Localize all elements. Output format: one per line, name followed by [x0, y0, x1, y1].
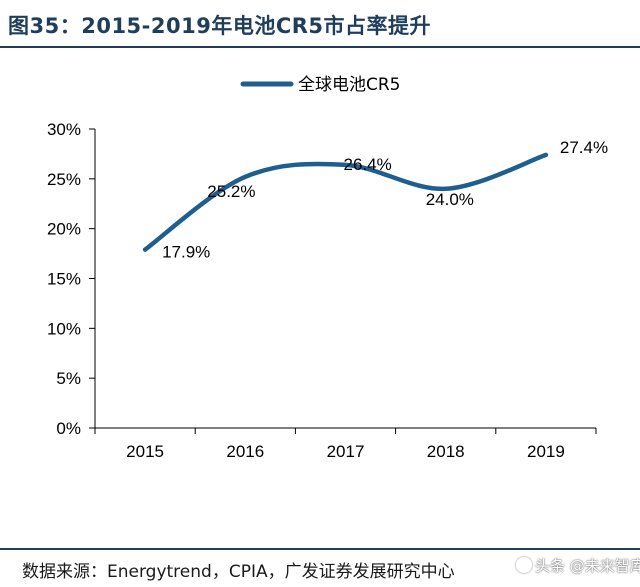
data-label: 25.2%	[207, 182, 255, 201]
watermark-icon	[516, 557, 532, 573]
x-tick-label: 2019	[527, 442, 565, 461]
footer-divider	[0, 548, 640, 550]
data-label: 17.9%	[162, 243, 210, 262]
y-tick-label: 15%	[47, 270, 81, 289]
chart-legend: 全球电池CR5	[240, 75, 401, 95]
x-tick-label: 2018	[427, 442, 465, 461]
legend-label: 全球电池CR5	[298, 75, 401, 95]
watermark: 头条 @未来智库	[516, 555, 640, 576]
y-tick-label: 5%	[56, 369, 81, 388]
data-labels: 17.9% 25.2% 26.4% 24.0% 27.4%	[162, 138, 608, 262]
y-axis: 0% 5% 10% 15% 20% 25% 30%	[47, 120, 96, 438]
line-chart: 全球电池CR5 0% 5% 10% 15% 20% 25% 30% 2015 2016 2017…	[47, 75, 608, 461]
title-divider	[0, 46, 640, 48]
x-tick-label: 2015	[126, 442, 164, 461]
watermark-text: 头条 @未来智库	[535, 557, 640, 575]
data-label: 24.0%	[426, 190, 474, 209]
series-line	[142, 152, 549, 252]
x-axis: 2015 2016 2017 2018 2019	[94, 427, 597, 461]
data-label: 27.4%	[560, 138, 608, 157]
y-tick-label: 30%	[47, 120, 81, 139]
figure-title: 图35：2015-2019年电池CR5市占率提升	[8, 14, 432, 38]
data-label: 26.4%	[344, 155, 392, 174]
x-tick-label: 2016	[226, 442, 264, 461]
y-tick-label: 25%	[47, 170, 81, 189]
x-tick-label: 2017	[327, 442, 365, 461]
source-note: 数据来源：Energytrend，CPIA，广发证券发展研究中心	[22, 562, 455, 582]
y-tick-label: 0%	[56, 419, 81, 438]
y-tick-label: 10%	[47, 319, 81, 338]
y-tick-label: 20%	[47, 220, 81, 239]
